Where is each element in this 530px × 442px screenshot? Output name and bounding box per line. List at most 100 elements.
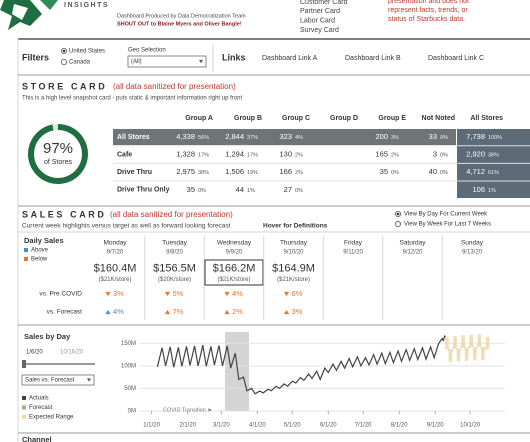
column-header: Not Noted	[422, 115, 455, 122]
geo-label: Geo Selection	[128, 48, 166, 54]
column-header: Group E	[378, 115, 406, 122]
cell-pct: 0%	[440, 153, 448, 159]
slider-handle[interactable]	[22, 360, 26, 368]
row-label: Cafe	[117, 151, 132, 158]
cell-value: 200	[375, 132, 388, 141]
cell-pct: 56%	[198, 135, 209, 141]
day-name: Monday	[103, 240, 127, 247]
cell-pct: 100%	[488, 135, 502, 141]
shout-out: SHOUT OUT to Blaine Myers and Oliver Ban…	[117, 21, 242, 27]
card-subtitle: This is a high level snapshot card - put…	[22, 96, 242, 102]
legend-swatch	[22, 415, 26, 419]
radio[interactable]	[60, 58, 68, 66]
geo-dropdown[interactable]	[127, 55, 207, 68]
delta-value: 6%	[292, 289, 303, 298]
delta-arrow	[164, 309, 171, 315]
radio[interactable]	[394, 220, 402, 228]
radio-label[interactable]: View By Day For Current Week	[404, 212, 488, 218]
date-start[interactable]: 1/6/20	[26, 350, 43, 356]
card-note: (all data sanitized for presentation)	[110, 210, 233, 219]
kpi-caption: of Stores	[44, 159, 73, 166]
kpi-value: 97%	[43, 140, 73, 157]
cell-pct: 2%	[295, 153, 303, 159]
cell-value: 35	[380, 167, 388, 176]
expected-range	[469, 334, 474, 348]
cell-value: 4,338	[176, 132, 195, 141]
measure-dropdown[interactable]	[21, 374, 95, 386]
radio-label[interactable]: Canada	[69, 60, 91, 66]
card-link[interactable]: Labor Card	[300, 18, 335, 25]
dropdown-arrow	[199, 59, 203, 64]
delta-arrow	[224, 309, 230, 315]
per-store: ($21K/store)	[277, 277, 310, 283]
x-tick-label: 1/1/20	[143, 423, 160, 429]
day-sales: $164.9M	[272, 262, 315, 274]
expected-range	[477, 334, 482, 347]
date-end[interactable]: 10/16/20	[60, 350, 84, 356]
legend-swatch	[24, 248, 28, 252]
section-title: Sales by Day	[24, 332, 71, 341]
cell-value: 7,738	[466, 132, 485, 141]
cell-pct: 3%	[391, 135, 399, 141]
cell-pct: 17%	[198, 153, 209, 159]
cell-value: 323	[279, 132, 292, 141]
cell-pct: 17%	[247, 153, 258, 159]
day-name: Saturday	[399, 240, 426, 247]
card-link[interactable]: Customer Card	[300, 0, 348, 6]
expected-range	[461, 335, 465, 348]
x-tick-label: 2/1/20	[179, 423, 196, 429]
cell-pct: 19%	[247, 170, 258, 176]
measure-value[interactable]: Sales vs. Forecast	[25, 378, 75, 384]
cell-value: 2,975	[176, 167, 195, 176]
delta-value: 4%	[232, 289, 243, 298]
dashboard-link[interactable]: Dashboard Link A	[262, 55, 318, 62]
row-label: Drive Thru Only	[117, 187, 170, 194]
cell-value: 130	[279, 150, 292, 159]
dashboard-link[interactable]: Dashboard Link C	[428, 55, 484, 62]
card-link[interactable]: Partner Card	[300, 8, 340, 15]
y-tick-label: 0M	[128, 409, 136, 415]
annotation: COVID Transition ►	[163, 407, 213, 413]
x-tick-label: 10/1/20	[460, 423, 481, 429]
y-tick-label: 100M	[121, 363, 136, 369]
cell-value: 1,506	[225, 167, 244, 176]
day-name: Tuesday	[162, 240, 187, 247]
section-title: Channel	[22, 435, 52, 442]
cell-pct: 2%	[391, 153, 399, 159]
cell-pct: 0%	[295, 188, 303, 194]
row-label: All Stores	[117, 134, 150, 141]
cell-value: 44	[236, 185, 244, 194]
cell-pct: 0%	[440, 170, 448, 176]
total-row-bg	[113, 129, 456, 145]
cell-value: 33	[429, 132, 437, 141]
day-date: 9/12/20	[402, 250, 423, 256]
radio-dot	[396, 212, 400, 216]
cell-pct: 1%	[488, 188, 496, 194]
expected-range	[464, 348, 469, 361]
dashboard-link[interactable]: Dashboard Link B	[345, 55, 401, 62]
cell-pct: 61%	[488, 170, 499, 176]
dropdown-arrow	[87, 378, 91, 382]
cell-pct: 0%	[198, 188, 206, 194]
x-tick-label: 7/1/20	[355, 423, 372, 429]
logo-text: INSIGHTS	[64, 2, 109, 9]
legend-label: Below	[31, 257, 48, 263]
expected-range	[481, 347, 485, 360]
day-sales: $156.5M	[153, 262, 196, 274]
delta-arrow	[283, 291, 290, 297]
card-link[interactable]: Survey Card	[300, 27, 339, 34]
cell-pct: 1%	[247, 188, 255, 194]
credit: Dashboard Produced by Data Democratizati…	[117, 13, 246, 19]
radio-label[interactable]: United States	[69, 49, 105, 55]
x-tick-label: 3/1/20	[213, 423, 230, 429]
cell-pct: 38%	[198, 170, 209, 176]
geo-value: (All)	[131, 59, 142, 65]
row-label: vs. Pre COVID	[39, 291, 82, 298]
radio-label[interactable]: View By Week For Last 7 Weeks	[404, 222, 491, 228]
x-tick-label: 4/1/20	[249, 423, 266, 429]
cell-value: 166	[279, 167, 292, 176]
hover-hint[interactable]: Hover for Definitions	[263, 223, 328, 230]
